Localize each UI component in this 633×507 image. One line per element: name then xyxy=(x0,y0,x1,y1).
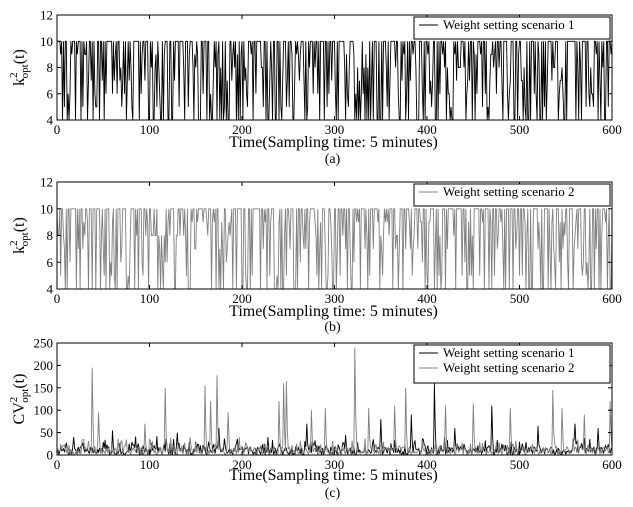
y-axis-label-base: k xyxy=(11,246,28,254)
x-tick-label: 500 xyxy=(510,457,530,472)
chart-panel-a: 0 100 200 300 400 500 600 4 6 8 10 12 Time(Sampling … xyxy=(8,8,622,168)
chart-panel-b: 0 100 200 300 400 500 600 4 6 8 10 12 Time(Sampling … xyxy=(8,175,622,336)
y-tick-label: 50 xyxy=(40,425,53,440)
y-tick-label: 150 xyxy=(34,380,54,395)
y-axis-label: k2opt(t) xyxy=(8,217,31,254)
y-tick-label: 8 xyxy=(47,60,54,75)
y-tick-label: 10 xyxy=(40,201,53,216)
y-tick-label: 8 xyxy=(47,228,54,243)
x-tick-label: 300 xyxy=(325,122,345,137)
x-tick-label: 0 xyxy=(54,291,61,306)
legend: Weight setting scenario 2 xyxy=(413,183,611,207)
x-tick-label: 600 xyxy=(602,291,622,306)
y-axis-label-arg: (t) xyxy=(11,374,28,389)
series-line-1 xyxy=(57,40,612,120)
x-tick-label: 500 xyxy=(510,122,530,137)
y-axis-label-sub: opt xyxy=(19,64,31,78)
y-tick-label: 0 xyxy=(47,448,54,463)
y-tick-label: 100 xyxy=(34,403,54,418)
x-tick-label: 300 xyxy=(325,457,345,472)
x-tick-label: 400 xyxy=(417,291,437,306)
x-tick-label: 100 xyxy=(140,291,160,306)
panel-caption: (b) xyxy=(324,320,341,335)
x-tick-label: 600 xyxy=(602,122,622,137)
legend-box xyxy=(413,344,611,384)
y-tick-label: 4 xyxy=(47,282,54,297)
y-tick-label: 6 xyxy=(47,86,54,101)
y-tick-label: 10 xyxy=(40,34,53,49)
x-tick-label: 400 xyxy=(417,122,437,137)
legend-label: Weight setting scenario 1 xyxy=(443,345,574,360)
y-axis-label-sub: opt xyxy=(19,389,31,403)
chart-panel-c: 0 100 200 300 400 500 600 0 50 100 150 200 250 Time(S… xyxy=(8,336,622,502)
legend: Weight setting scenario 1 xyxy=(413,16,611,40)
y-axis-label: k2opt(t) xyxy=(8,49,31,86)
legend-label: Weight setting scenario 1 xyxy=(443,17,574,32)
x-tick-label: 500 xyxy=(510,291,530,306)
x-tick-label: 200 xyxy=(232,457,252,472)
series-line-1 xyxy=(57,383,612,455)
y-axis-label: CV2opt(t) xyxy=(8,374,31,425)
y-axis-label-arg: (t) xyxy=(11,217,28,232)
y-axis-label-base: CV xyxy=(11,402,28,425)
x-tick-label: 0 xyxy=(54,122,61,137)
x-tick-label: 600 xyxy=(602,457,622,472)
x-tick-label: 400 xyxy=(417,457,437,472)
x-tick-label: 100 xyxy=(140,457,160,472)
y-axis-label-sup: 2 xyxy=(8,240,20,246)
y-axis-label-sub: opt xyxy=(19,232,31,246)
legend-label: Weight setting scenario 2 xyxy=(443,184,574,199)
y-tick-label: 200 xyxy=(34,358,54,373)
x-tick-label: 200 xyxy=(232,122,252,137)
y-tick-label: 4 xyxy=(47,113,54,128)
series-line-1 xyxy=(57,208,612,289)
legend-box xyxy=(413,16,611,40)
y-axis-label-sup: 2 xyxy=(8,72,20,78)
y-axis-label-base: k xyxy=(11,78,28,86)
panel-caption: (a) xyxy=(325,152,341,167)
legend-label: Weight setting scenario 2 xyxy=(443,360,574,375)
y-axis-label-arg: (t) xyxy=(11,49,28,64)
x-tick-label: 200 xyxy=(232,291,252,306)
x-tick-label: 300 xyxy=(325,291,345,306)
y-tick-label: 12 xyxy=(40,8,53,23)
y-tick-label: 6 xyxy=(47,255,54,270)
x-axis-label: Time(Sampling time: 5 minutes) xyxy=(229,134,438,151)
x-axis-label: Time(Sampling time: 5 minutes) xyxy=(229,303,438,320)
y-tick-label: 250 xyxy=(34,336,54,351)
x-tick-label: 100 xyxy=(140,122,160,137)
panel-caption: (c) xyxy=(325,486,341,501)
y-axis-label-sup: 2 xyxy=(8,397,20,403)
y-tick-label: 12 xyxy=(40,175,53,190)
x-axis-label: Time(Sampling time: 5 minutes) xyxy=(229,467,438,484)
x-tick-label: 0 xyxy=(54,457,61,472)
legend-box xyxy=(413,183,611,207)
